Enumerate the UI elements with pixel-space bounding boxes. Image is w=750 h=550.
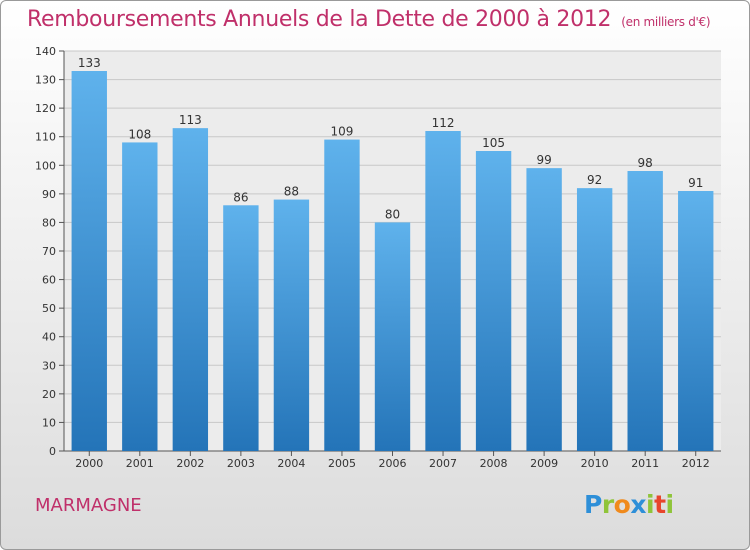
data-label: 92 [587, 173, 602, 187]
label-layer: 0 10 20 30 40 50 60 70 80 90 100 110 120 130 140 133 200… [35, 45, 710, 470]
x-tick-label: 2005 [328, 457, 356, 470]
logo-letter: t [654, 490, 666, 519]
chart-title-text: Remboursements Annuels de la Dette de 20… [27, 7, 612, 32]
proxiti-logo[interactable]: Proxiti [584, 490, 674, 519]
y-tick-label: 50 [42, 302, 56, 315]
x-tick-label: 2004 [277, 457, 305, 470]
data-label: 109 [331, 125, 354, 139]
bar [425, 131, 461, 451]
x-tick-label: 2000 [75, 457, 103, 470]
x-tick-label: 2012 [682, 457, 710, 470]
data-label: 133 [78, 56, 101, 70]
y-tick-label: 0 [49, 445, 56, 458]
y-tick-label: 140 [35, 45, 56, 58]
y-tick-label: 90 [42, 188, 56, 201]
logo-letter: r [601, 490, 614, 519]
logo-letter: i [646, 490, 655, 519]
x-tick-label: 2006 [379, 457, 407, 470]
bar [374, 222, 411, 451]
x-tick-label: 2009 [530, 457, 558, 470]
data-label: 113 [179, 113, 202, 127]
y-tick-label: 20 [42, 388, 56, 401]
y-tick-label: 40 [42, 331, 56, 344]
x-tick-label: 2008 [480, 457, 508, 470]
y-tick-label: 60 [42, 274, 56, 287]
bar [273, 199, 310, 451]
bar [324, 139, 360, 452]
y-tick-label: 120 [35, 102, 56, 115]
bar-layer [71, 71, 714, 452]
bar [526, 168, 562, 451]
data-label: 86 [233, 190, 248, 204]
x-tick-label: 2010 [581, 457, 609, 470]
y-tick-label: 70 [42, 245, 56, 258]
x-tick-label: 2007 [429, 457, 457, 470]
chart-title: Remboursements Annuels de la Dette de 20… [27, 7, 711, 32]
data-label: 80 [385, 207, 400, 221]
bar [576, 188, 613, 451]
data-label: 88 [284, 185, 299, 199]
data-label: 105 [482, 136, 505, 150]
x-tick-label: 2011 [631, 457, 659, 470]
logo-letter: P [584, 490, 602, 519]
data-label: 99 [536, 153, 551, 167]
bar [475, 151, 512, 451]
logo-letter: x [630, 490, 646, 519]
data-label: 91 [688, 176, 703, 190]
y-tick-label: 10 [42, 416, 56, 429]
y-tick-label: 130 [35, 74, 56, 87]
bar [122, 142, 158, 451]
y-tick-label: 110 [35, 131, 56, 144]
data-label: 108 [128, 127, 151, 141]
bar [71, 71, 107, 451]
chart-subtitle: (en milliers d'€) [621, 15, 711, 29]
bar [627, 171, 663, 451]
y-tick-label: 100 [35, 159, 56, 172]
logo-letter: i [665, 490, 675, 519]
y-tick-label: 80 [42, 216, 56, 229]
data-label: 98 [638, 156, 653, 170]
x-tick-label: 2002 [176, 457, 204, 470]
data-label: 112 [432, 116, 455, 130]
y-tick-label: 30 [42, 359, 56, 372]
x-tick-label: 2003 [227, 457, 255, 470]
logo-letter: o [613, 490, 631, 519]
city-name: MARMAGNE [35, 495, 142, 516]
x-tick-label: 2001 [126, 457, 154, 470]
bar [223, 205, 259, 451]
bar [678, 191, 714, 451]
bar [172, 128, 209, 451]
